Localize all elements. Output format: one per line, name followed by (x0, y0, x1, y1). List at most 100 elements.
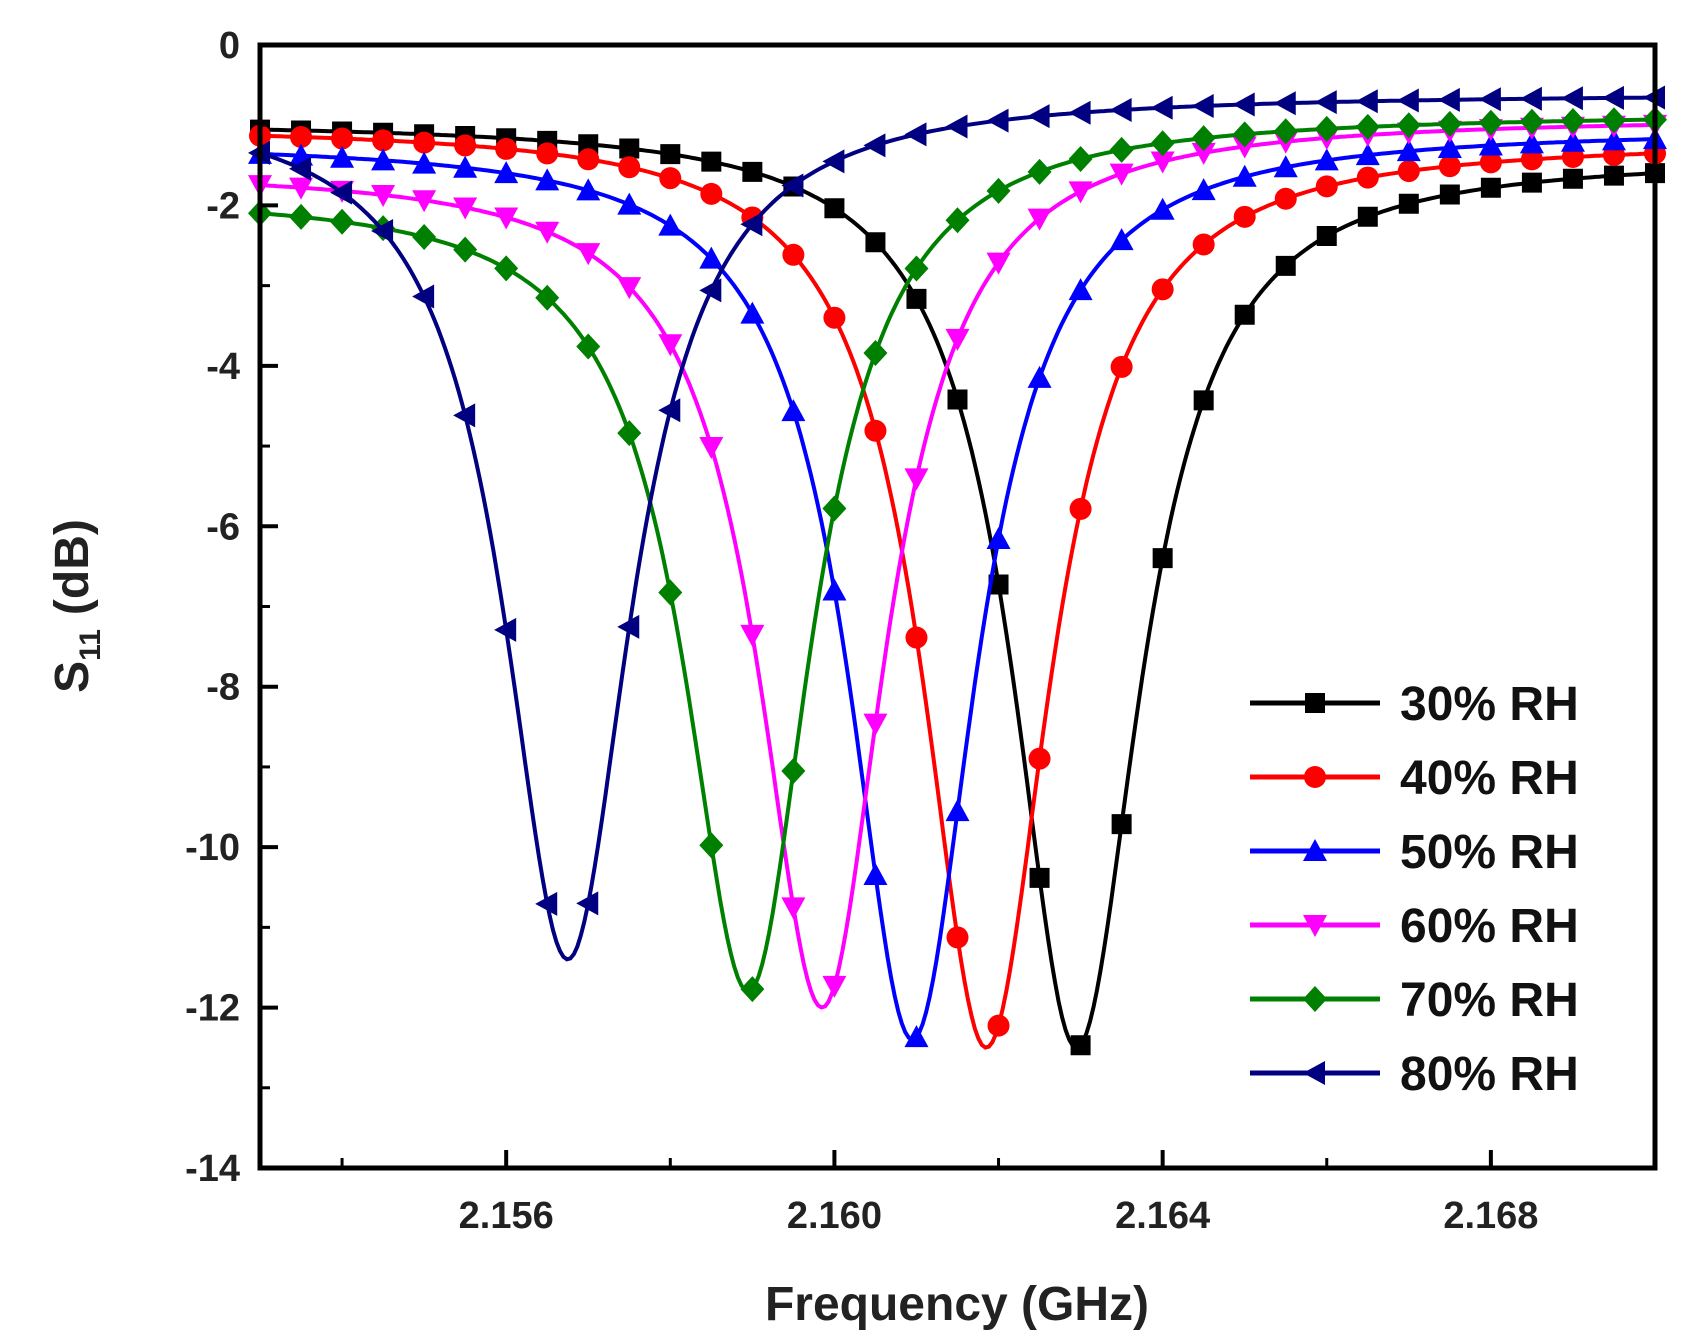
data-point (331, 127, 354, 150)
data-point (1437, 110, 1462, 137)
data-point (1314, 90, 1337, 115)
data-point (1150, 95, 1173, 120)
x-tick-label: 2.156 (459, 1195, 554, 1237)
data-point (660, 144, 681, 165)
data-point (371, 219, 394, 244)
data-point (863, 340, 888, 367)
data-point (946, 926, 969, 949)
data-point (413, 131, 436, 154)
data-point (986, 177, 1011, 204)
legend-label: 30% RH (1400, 678, 1579, 731)
data-point (1232, 136, 1257, 159)
data-point (1068, 278, 1093, 301)
data-point (578, 134, 599, 155)
data-point (740, 976, 765, 1003)
y-tick-label: -6 (206, 506, 240, 548)
data-point (822, 495, 847, 522)
data-point (1111, 814, 1132, 835)
data-point (742, 161, 763, 182)
data-point (1519, 108, 1544, 135)
data-point (863, 863, 888, 886)
legend-marker (1304, 766, 1326, 788)
y-axis-title-sub: 11 (74, 629, 107, 661)
data-point (1150, 197, 1175, 220)
data-point (1110, 355, 1133, 378)
data-point (1109, 97, 1132, 122)
data-point (1560, 129, 1585, 152)
data-point (1068, 181, 1093, 204)
data-point (1357, 206, 1378, 227)
data-point (1519, 86, 1542, 111)
data-point (577, 148, 600, 171)
data-point (617, 614, 640, 639)
y-tick-label: 0 (219, 25, 240, 67)
y-axis-title-unit: (dB) (46, 519, 99, 615)
data-point (1232, 92, 1255, 117)
data-point (576, 891, 599, 916)
data-point (1520, 148, 1543, 171)
data-point (1396, 88, 1419, 113)
data-point (1439, 184, 1460, 205)
data-point (494, 161, 519, 184)
data-point (495, 137, 518, 160)
data-point (1478, 109, 1503, 136)
data-point (781, 758, 806, 785)
data-point (699, 278, 722, 303)
data-point (617, 277, 642, 300)
data-point (1397, 160, 1420, 183)
data-point (576, 333, 601, 360)
data-point (986, 108, 1009, 133)
data-point (781, 897, 806, 920)
y-tick-label: -4 (206, 346, 240, 388)
data-point (1027, 158, 1052, 185)
legend-item: 80% RH (1250, 1048, 1579, 1101)
data-point (822, 578, 847, 601)
data-point (1562, 168, 1583, 189)
legend: 30% RH 40% RH 50% RH 60% RH 70% RH 80% RH (1250, 678, 1579, 1101)
data-point (1601, 128, 1626, 151)
data-point (904, 122, 927, 147)
data-point (822, 149, 845, 174)
data-point (1150, 151, 1175, 174)
data-point (412, 224, 437, 251)
data-point (289, 156, 312, 181)
legend-label: 60% RH (1400, 900, 1579, 953)
data-point (1275, 255, 1296, 276)
x-axis-title: Frequency (GHz) (765, 1278, 1149, 1331)
series-40-rh (249, 124, 1666, 1050)
data-point (535, 284, 560, 311)
data-point (535, 221, 560, 244)
data-point (945, 328, 970, 351)
y-tick-label: -8 (206, 667, 240, 709)
data-point (904, 468, 929, 491)
data-point (617, 420, 642, 447)
data-point (987, 1014, 1010, 1037)
data-point (658, 579, 683, 606)
data-point (945, 799, 970, 822)
data-point (1560, 107, 1585, 134)
data-point (905, 626, 928, 649)
series-80-rh (248, 85, 1665, 962)
data-point (1315, 175, 1338, 198)
data-point (988, 574, 1009, 595)
data-point (1232, 121, 1257, 148)
data-point (330, 180, 353, 205)
data-point (1603, 165, 1624, 186)
data-point (576, 178, 601, 201)
data-point (1150, 130, 1175, 157)
data-point (453, 236, 478, 263)
data-point (865, 232, 886, 253)
data-point (986, 527, 1011, 550)
data-point (617, 192, 642, 215)
data-point (1396, 112, 1421, 139)
data-point (1480, 177, 1501, 198)
data-point (822, 975, 847, 998)
data-point (1028, 747, 1051, 770)
data-point (1314, 148, 1339, 171)
data-point (699, 436, 724, 459)
data-point (986, 252, 1011, 275)
series-layer (248, 85, 1667, 1056)
data-point (823, 306, 846, 329)
data-point (945, 114, 968, 139)
